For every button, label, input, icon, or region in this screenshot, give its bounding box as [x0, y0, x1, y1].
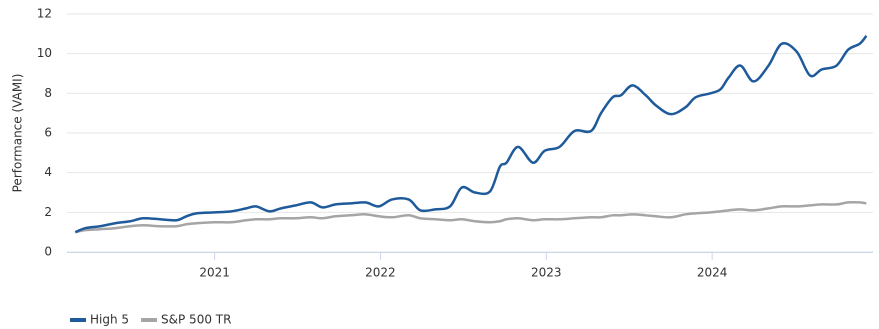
y-tick-label: 8 [44, 86, 52, 100]
legend-label: High 5 [90, 313, 129, 327]
y-axis-label: Performance (VAMI) [11, 74, 25, 193]
series-line [74, 35, 868, 234]
x-tick-label: 2024 [697, 266, 728, 280]
legend-item: S&P 500 TR [141, 313, 231, 327]
y-tick-label: 2 [44, 205, 52, 219]
y-tick-label: 12 [37, 7, 52, 21]
y-tick-label: 0 [44, 245, 52, 259]
y-tick-label: 4 [44, 165, 52, 179]
x-tick-label: 2021 [199, 266, 230, 280]
series-line [75, 200, 867, 234]
y-tick-label: 10 [37, 46, 52, 60]
y-tick-label: 6 [44, 126, 52, 140]
legend-label: S&P 500 TR [161, 313, 231, 327]
x-tick-label: 2022 [365, 266, 396, 280]
legend-item: High 5 [70, 313, 129, 327]
x-tick-label: 2023 [531, 266, 562, 280]
